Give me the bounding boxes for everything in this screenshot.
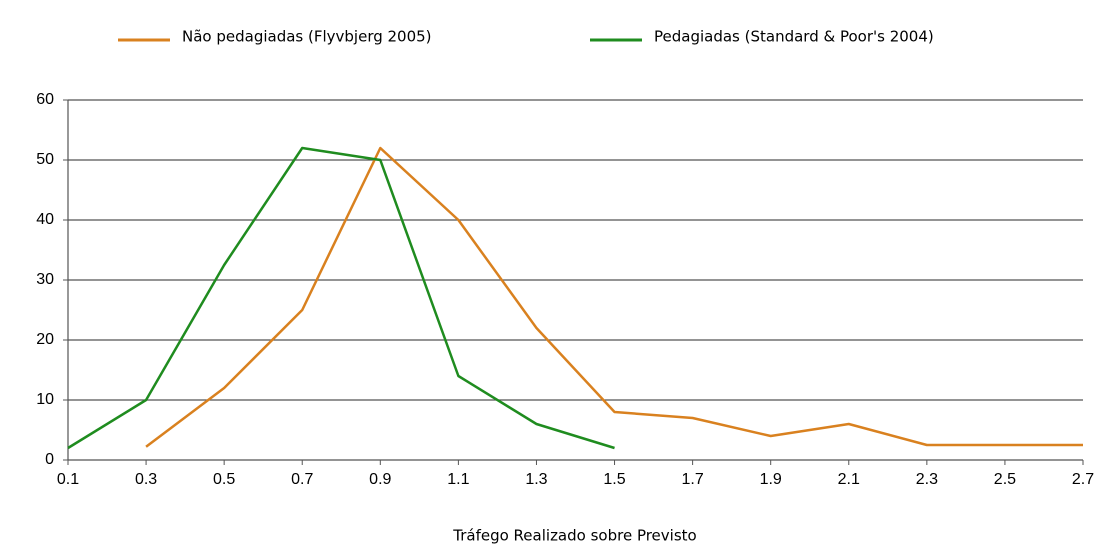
x-tick-label: 0.9 bbox=[369, 471, 391, 488]
y-tick-label: 10 bbox=[36, 391, 54, 408]
x-axis-label: Tráfego Realizado sobre Previsto bbox=[452, 527, 696, 545]
legend-label: Não pedagiadas (Flyvbjerg 2005) bbox=[182, 28, 432, 46]
x-tick-label: 1.5 bbox=[603, 471, 625, 488]
y-tick-label: 20 bbox=[36, 331, 54, 348]
y-tick-label: 0 bbox=[45, 451, 54, 468]
x-tick-label: 1.3 bbox=[525, 471, 547, 488]
data-line bbox=[145, 146, 1083, 448]
x-tick-label: 1.1 bbox=[447, 471, 469, 488]
data-line bbox=[67, 146, 615, 450]
x-tick-label: 2.5 bbox=[994, 471, 1016, 488]
y-tick-label: 40 bbox=[36, 211, 54, 228]
x-tick-label: 2.7 bbox=[1072, 471, 1094, 488]
x-tick-label: 0.5 bbox=[213, 471, 235, 488]
x-tick-label: 0.1 bbox=[57, 471, 79, 488]
legend-label: Pedagiadas (Standard & Poor's 2004) bbox=[654, 28, 934, 46]
y-tick-label: 30 bbox=[36, 271, 54, 288]
x-tick-label: 0.7 bbox=[291, 471, 313, 488]
y-tick-label: 60 bbox=[36, 91, 54, 108]
x-tick-label: 2.3 bbox=[916, 471, 938, 488]
y-tick-label: 50 bbox=[36, 151, 54, 168]
x-tick-label: 1.7 bbox=[681, 471, 703, 488]
x-tick-label: 1.9 bbox=[760, 471, 782, 488]
x-tick-label: 2.1 bbox=[838, 471, 860, 488]
x-tick-label: 0.3 bbox=[135, 471, 157, 488]
